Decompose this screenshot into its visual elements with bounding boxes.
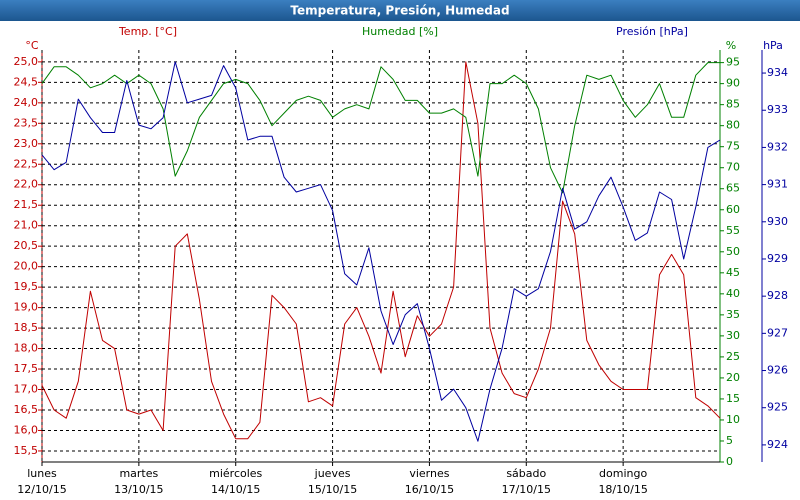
y2-tick-label: 60 <box>726 203 740 216</box>
y3-tick-label: 924 <box>767 438 788 451</box>
y-tick-label: 18,0 <box>14 342 39 355</box>
x-tick-label: lunes <box>27 467 57 480</box>
y2-tick-label: 40 <box>726 287 740 300</box>
y2-axis-title: Humedad [%] <box>362 25 438 38</box>
y-tick-label: 17,5 <box>14 362 39 375</box>
series-line <box>41 61 721 440</box>
y-tick-label: 19,0 <box>14 301 39 314</box>
y2-tick-label: 25 <box>726 350 740 363</box>
y2-tick-label: 85 <box>726 98 740 111</box>
y-tick-label: 20,5 <box>14 239 39 252</box>
x-tick-label: jueves <box>314 467 351 480</box>
y3-axis-title: Presión [hPa] <box>616 25 688 38</box>
y-tick-label: 20,0 <box>14 260 39 273</box>
y2-tick-label: 95 <box>726 56 740 69</box>
y3-tick-label: 927 <box>767 326 788 339</box>
y3-tick-label: 925 <box>767 401 788 414</box>
y-tick-label: 24,0 <box>14 96 39 109</box>
y3-axis-unit: hPa <box>763 39 783 52</box>
y3-tick-label: 931 <box>767 178 788 191</box>
y-tick-label: 23,5 <box>14 116 39 129</box>
x-tick-date: 12/10/15 <box>17 483 66 496</box>
y2-tick-label: 30 <box>726 329 740 342</box>
x-tick-date: 13/10/15 <box>114 483 163 496</box>
series-line <box>41 62 720 194</box>
y2-tick-label: 75 <box>726 140 740 153</box>
y2-tick-label: 15 <box>726 392 740 405</box>
y-tick-label: 25,0 <box>14 55 39 68</box>
series-line <box>41 61 721 442</box>
x-tick-date: 17/10/15 <box>502 483 551 496</box>
y2-tick-label: 80 <box>726 119 740 132</box>
x-tick-date: 18/10/15 <box>598 483 647 496</box>
y-tick-label: 22,5 <box>14 157 39 170</box>
y-tick-label: 19,5 <box>14 280 39 293</box>
y-tick-label: 24,5 <box>14 75 39 88</box>
y3-tick-label: 934 <box>767 66 788 79</box>
y-tick-label: 21,5 <box>14 198 39 211</box>
y2-tick-label: 90 <box>726 77 740 90</box>
y-axis-unit: °C <box>25 39 39 52</box>
x-tick-label: viernes <box>409 467 449 480</box>
y2-tick-label: 0 <box>726 455 733 468</box>
x-tick-label: martes <box>119 467 158 480</box>
y3-tick-label: 928 <box>767 289 788 302</box>
title-bar <box>0 0 800 21</box>
y2-tick-label: 35 <box>726 308 740 321</box>
y-tick-label: 16,5 <box>14 403 39 416</box>
y2-tick-label: 70 <box>726 161 740 174</box>
x-tick-label: domingo <box>599 467 647 480</box>
x-tick-label: miércoles <box>209 467 262 480</box>
y-tick-label: 23,0 <box>14 137 39 150</box>
y2-tick-label: 65 <box>726 182 740 195</box>
y-tick-label: 17,0 <box>14 383 39 396</box>
y-tick-label: 15,5 <box>14 444 39 457</box>
y3-tick-label: 930 <box>767 215 788 228</box>
chart-title: Temperatura, Presión, Humedad <box>290 4 509 18</box>
y2-tick-label: 10 <box>726 413 740 426</box>
y2-tick-label: 20 <box>726 371 740 384</box>
x-tick-date: 16/10/15 <box>405 483 454 496</box>
y2-tick-label: 50 <box>726 245 740 258</box>
x-tick-label: sábado <box>506 467 546 480</box>
y2-tick-label: 55 <box>726 224 740 237</box>
y-tick-label: 18,5 <box>14 321 39 334</box>
y2-tick-label: 45 <box>726 266 740 279</box>
y3-tick-label: 929 <box>767 252 788 265</box>
y3-tick-label: 933 <box>767 103 788 116</box>
y2-tick-label: 5 <box>726 434 733 447</box>
y-tick-label: 16,0 <box>14 423 39 436</box>
y-tick-label: 22,0 <box>14 178 39 191</box>
y2-axis-unit: % <box>726 39 736 52</box>
y3-tick-label: 932 <box>767 140 788 153</box>
y3-tick-label: 926 <box>767 364 788 377</box>
y-tick-label: 21,0 <box>14 219 39 232</box>
y-axis-title: Temp. [°C] <box>118 25 177 38</box>
x-tick-date: 14/10/15 <box>211 483 260 496</box>
x-tick-date: 15/10/15 <box>308 483 357 496</box>
